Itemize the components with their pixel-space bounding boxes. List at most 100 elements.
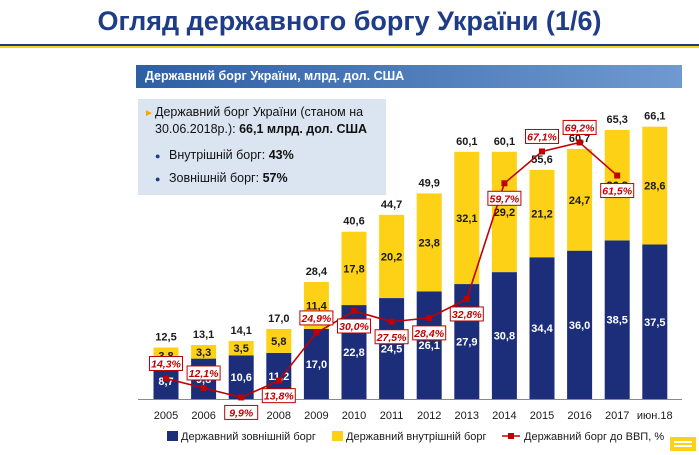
x-tick-label: 2012: [417, 410, 441, 422]
bar-internal-label: 11,4: [306, 300, 328, 312]
external-debt-label: Зовнішній борг:: [169, 171, 263, 185]
ratio-label: 14,3%: [151, 359, 181, 371]
ratio-label-box: [562, 119, 597, 135]
bar-external: [379, 298, 405, 399]
x-tick-label: 2017: [605, 410, 629, 422]
bar-internal: [529, 169, 555, 258]
ratio-marker: [388, 318, 395, 325]
info-box: ► Державний борг України (станом на 30.0…: [138, 99, 386, 195]
ratio-marker: [463, 295, 470, 302]
ratio-marker: [200, 384, 207, 391]
bar-external: [228, 355, 254, 399]
ratio-label-box: [337, 318, 371, 334]
bar-internal-label: 29,2: [494, 207, 515, 219]
page-title: Огляд державного боргу України (1/6): [97, 6, 602, 36]
total-debt-value: 66,1 млрд. дол. США: [239, 122, 368, 136]
ratio-label-box: [487, 190, 522, 206]
legend-label-external: Державний зовнішній борг: [181, 431, 316, 443]
legend-marker-ratio: [508, 433, 514, 439]
x-tick-label: 2009: [304, 410, 328, 422]
bar-internal-label: 5,8: [271, 336, 286, 348]
bar-total-label: 28,4: [306, 266, 328, 278]
ratio-label-box: [186, 365, 221, 381]
ratio-label: 24,9%: [301, 313, 332, 325]
bar-external-label: 22,8: [343, 347, 364, 359]
bar-external-label: 17,0: [306, 359, 327, 371]
ratio-label: 12,1%: [189, 368, 219, 380]
legend-label-internal: Державний внутрішній борг: [346, 431, 487, 443]
title-divider: [0, 44, 699, 48]
dot-bullet-icon: ●: [155, 174, 161, 184]
info-line-2: 30.06.2018р.): 66,1 млрд. дол. США: [155, 122, 367, 136]
x-tick-label: 2011: [380, 410, 404, 422]
bar-internal: [379, 214, 405, 299]
title-divider-blue: [0, 44, 699, 46]
bar-internal-label: 28,6: [644, 181, 665, 193]
ratio-label-box: [525, 128, 559, 144]
bar-internal-label: 24,7: [569, 195, 590, 207]
bar-total-label: 55,6: [531, 154, 552, 166]
ratio-label-box: [261, 388, 296, 404]
bar-total-label: 40,6: [343, 216, 364, 228]
ratio-label-box: [449, 306, 484, 322]
ratio-label-box: [149, 356, 183, 372]
bar-total-label: 60,1: [456, 136, 477, 148]
bar-external-label: 24,5: [381, 344, 402, 356]
ratio-label: 67,1%: [527, 131, 557, 143]
bar-internal: [228, 340, 254, 356]
bar-external-label: 36,0: [569, 320, 590, 332]
ratio-marker: [576, 139, 583, 146]
ratio-label-box: [374, 329, 409, 345]
x-tick-label: 2010: [342, 410, 366, 422]
ratio-marker: [501, 180, 508, 187]
bar-internal: [266, 328, 292, 353]
x-tick-label: 2005: [154, 410, 178, 422]
bar-total-label: 44,7: [381, 199, 402, 211]
bar-external-label: 34,4: [531, 323, 553, 335]
bar-internal: [454, 151, 480, 285]
bar-internal-label: 20,2: [381, 251, 402, 263]
bar-external: [491, 272, 517, 399]
internal-debt-value: 43%: [268, 148, 294, 162]
bar-external: [416, 291, 442, 399]
bar-internal-label: 3,5: [234, 343, 249, 355]
bar-external-label: 30,8: [494, 331, 515, 343]
ratio-label-box: [600, 183, 635, 199]
bar-external-label: 37,5: [644, 317, 665, 329]
x-tick-label: 2016: [567, 410, 591, 422]
bar-internal: [642, 126, 668, 245]
bar-internal-label: 3,3: [196, 347, 211, 359]
bar-internal-label: 21,2: [531, 209, 552, 221]
title-divider-yellow: [0, 46, 699, 48]
x-tick-label: июн.18: [637, 410, 673, 422]
ratio-label: 30,0%: [339, 321, 369, 333]
ratio-label-box: [299, 310, 334, 326]
dot-bullet-icon: ●: [155, 151, 161, 161]
bar-total-label: 60,1: [494, 136, 515, 148]
ratio-marker: [614, 172, 621, 179]
bar-internal-label: 23,8: [418, 237, 439, 249]
legend-swatch-internal: [332, 431, 343, 441]
bar-internal: [416, 193, 442, 292]
bar-internal: [491, 151, 517, 273]
bar-external: [642, 244, 668, 399]
bar-external: [567, 250, 593, 399]
bar-external: [604, 240, 630, 399]
bar-internal-label: 17,8: [343, 263, 364, 275]
internal-debt-line: Внутрішній борг: 43%: [169, 148, 294, 162]
bar-total-label: 60,7: [569, 133, 590, 145]
bar-internal: [567, 148, 593, 251]
bar-internal-label: 32,1: [456, 213, 477, 225]
x-tick-label: 2013: [455, 410, 479, 422]
ratio-label: 61,5%: [602, 186, 632, 198]
external-debt-line: Зовнішній борг: 57%: [169, 171, 288, 185]
x-tick-label: 2015: [530, 410, 554, 422]
bar-total-label: 13,1: [193, 329, 214, 341]
arrow-bullet-icon: ►: [144, 108, 154, 119]
legend-label-ratio: Державний борг до ВВП, %: [524, 431, 664, 443]
ratio-marker: [426, 314, 433, 321]
ratio-label: 9,9%: [229, 407, 254, 419]
ratio-marker: [238, 394, 245, 401]
ratio-label: 32,8%: [452, 309, 482, 321]
ratio-label: 27,5%: [376, 332, 407, 344]
